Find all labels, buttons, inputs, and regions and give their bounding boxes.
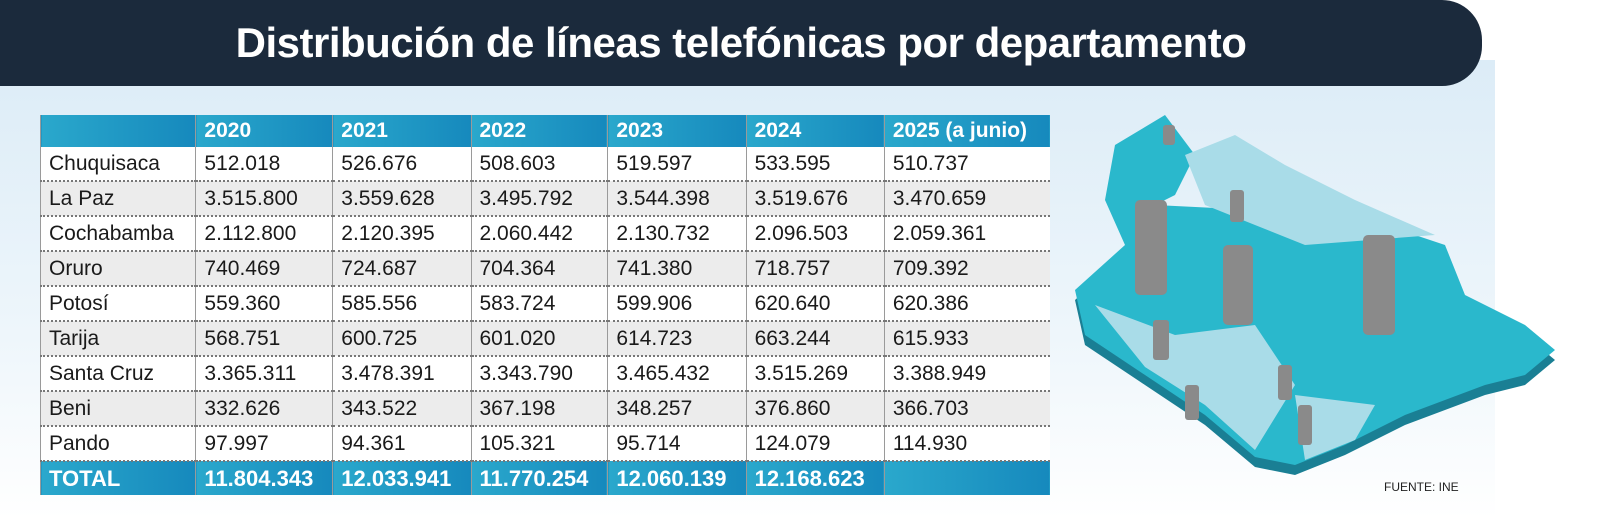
table-row: Tarija 568.751 600.725 601.020 614.723 663.24…	[39, 321, 1050, 357]
cell: 620.640	[745, 286, 885, 322]
cell: 512.018	[195, 147, 333, 182]
header-row: 2020 2021 2022 2023 2024 2025 (a junio)	[39, 115, 1050, 147]
cell: 3.559.628	[332, 181, 471, 217]
total-cell: 11.770.254	[470, 461, 608, 495]
row-label: Pando	[39, 426, 196, 462]
header-cell	[39, 115, 196, 147]
cell: 332.626	[195, 391, 333, 427]
cell: 3.515.800	[195, 181, 333, 217]
cell: 366.703	[883, 391, 1050, 427]
cell: 3.343.790	[470, 356, 608, 392]
cell: 2.130.732	[607, 216, 747, 252]
cell: 533.595	[745, 147, 885, 182]
cell: 519.597	[607, 147, 747, 182]
cell: 343.522	[332, 391, 471, 427]
total-cell: 12.168.623	[745, 461, 885, 495]
cell: 599.906	[607, 286, 747, 322]
row-label: Tarija	[39, 321, 196, 357]
cell: 124.079	[745, 426, 885, 462]
cell: 600.725	[332, 321, 471, 357]
table-row: Cochabamba 2.112.800 2.120.395 2.060.442 2.1…	[39, 216, 1050, 252]
column-header: 2021	[332, 115, 471, 147]
cell: 2.096.503	[745, 216, 885, 252]
total-cell: 12.033.941	[332, 461, 471, 495]
cell: 2.059.361	[883, 216, 1050, 252]
cell: 620.386	[883, 286, 1050, 322]
row-label: La Paz	[39, 181, 196, 217]
cell: 510.737	[883, 147, 1050, 182]
cell: 583.724	[470, 286, 608, 322]
row-label: Potosí	[39, 286, 196, 322]
cell: 663.244	[745, 321, 885, 357]
total-label: TOTAL	[39, 461, 196, 495]
cell: 3.515.269	[745, 356, 885, 392]
cell: 2.120.395	[332, 216, 471, 252]
row-label: Cochabamba	[39, 216, 196, 252]
cell: 615.933	[883, 321, 1050, 357]
cell: 3.388.949	[883, 356, 1050, 392]
cell: 704.364	[470, 251, 608, 287]
total-cell: 11.804.343	[195, 461, 333, 495]
cell: 114.930	[883, 426, 1050, 462]
row-label: Chuquisaca	[39, 147, 196, 182]
column-header: 2022	[470, 115, 608, 147]
cell: 105.321	[470, 426, 608, 462]
table-row: Pando 97.997 94.361 105.321 95.714 124.079 114…	[39, 426, 1050, 462]
map	[1075, 115, 1555, 475]
table-row: Santa Cruz 3.365.311 3.478.391 3.343.790 3.4…	[39, 356, 1050, 392]
cell: 718.757	[745, 251, 885, 287]
cell: 3.365.311	[195, 356, 333, 392]
cell: 2.060.442	[470, 216, 608, 252]
cell: 508.603	[470, 147, 608, 182]
column-header: 2024	[745, 115, 885, 147]
table-row: Beni 332.626 343.522 367.198 348.257 376.860 3…	[39, 391, 1050, 427]
source: FUENTE: INE	[1384, 480, 1459, 494]
cell: 740.469	[195, 251, 333, 287]
row-label: Oruro	[39, 251, 196, 287]
cell: 526.676	[332, 147, 471, 182]
cell: 376.860	[745, 391, 885, 427]
cell: 367.198	[470, 391, 608, 427]
total-row: TOTAL 11.804.343 12.033.941 11.770.254 12.06…	[39, 461, 1050, 495]
cell: 348.257	[607, 391, 747, 427]
cell: 3.519.676	[745, 181, 885, 217]
cell: 94.361	[332, 426, 471, 462]
row-label: Santa Cruz	[39, 356, 196, 392]
column-header: 2025 (a junio)	[883, 115, 1050, 147]
data-table: 2020 2021 2022 2023 2024 2025 (a junio) Chuqui…	[39, 115, 1050, 495]
cell: 585.556	[332, 286, 471, 322]
table-row: Chuquisaca 512.018 526.676 508.603 519.597 53…	[39, 147, 1050, 182]
cell: 2.112.800	[195, 216, 333, 252]
cell: 3.478.391	[332, 356, 471, 392]
table-row: La Paz 3.515.800 3.559.628 3.495.792 3.544.3…	[39, 181, 1050, 217]
cell: 97.997	[195, 426, 333, 462]
total-cell	[883, 461, 1050, 495]
table-row: Oruro 740.469 724.687 704.364 741.380 718.757…	[39, 251, 1050, 287]
cell: 741.380	[607, 251, 747, 287]
cell: 3.495.792	[470, 181, 608, 217]
cell: 3.470.659	[883, 181, 1050, 217]
total-cell: 12.060.139	[607, 461, 747, 495]
cell: 95.714	[607, 426, 747, 462]
column-header: 2023	[607, 115, 747, 147]
cell: 568.751	[195, 321, 333, 357]
cell: 614.723	[607, 321, 747, 357]
cell: 601.020	[470, 321, 608, 357]
column-header: 2020	[195, 115, 333, 147]
cell: 709.392	[883, 251, 1050, 287]
cell: 3.544.398	[607, 181, 747, 217]
title: Distribución de líneas telefónicas por d…	[0, 0, 1482, 86]
table-row: Potosí 559.360 585.556 583.724 599.906 620.64…	[39, 286, 1050, 322]
cell: 559.360	[195, 286, 333, 322]
row-label: Beni	[39, 391, 196, 427]
cell: 3.465.432	[607, 356, 747, 392]
cell: 724.687	[332, 251, 471, 287]
